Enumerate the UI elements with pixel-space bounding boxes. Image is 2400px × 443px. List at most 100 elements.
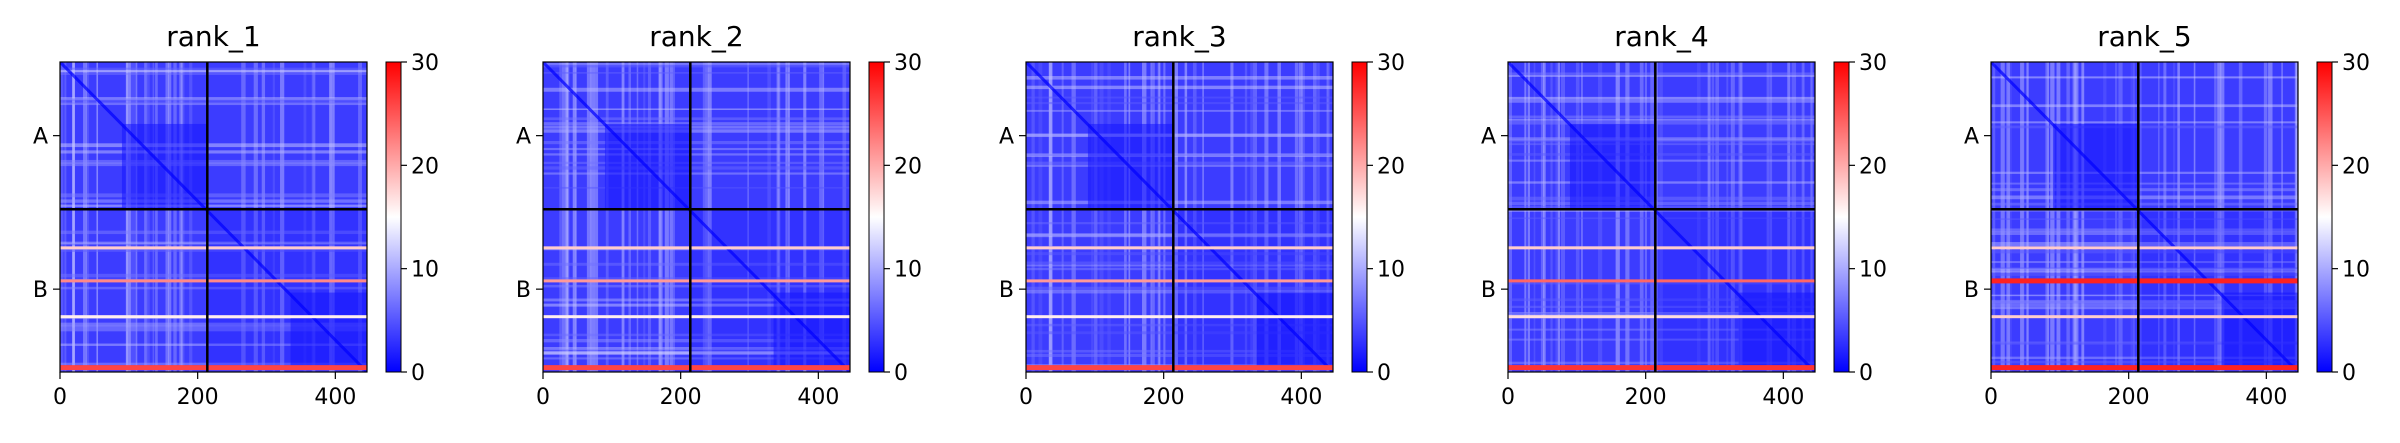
diagonal xyxy=(543,62,850,372)
x-tick-label: 0 xyxy=(1501,385,1515,410)
bright-row xyxy=(60,365,367,371)
texture-row xyxy=(1991,104,2298,108)
texture-column xyxy=(1581,62,1583,372)
texture-row xyxy=(1991,261,2298,264)
texture-column xyxy=(358,62,362,372)
texture-row xyxy=(1508,209,1815,212)
texture-row xyxy=(543,166,850,170)
panel-title: rank_1 xyxy=(166,20,260,53)
texture-column xyxy=(658,62,663,372)
texture-row xyxy=(60,317,367,320)
texture-row xyxy=(1026,323,1333,327)
texture-column xyxy=(2238,62,2243,372)
texture-column xyxy=(1244,62,1248,372)
texture-row xyxy=(543,351,850,355)
texture-row xyxy=(60,193,367,198)
colorbar-tick-label: 10 xyxy=(411,258,439,283)
chain-label: A xyxy=(999,125,1014,150)
texture-column xyxy=(621,62,625,372)
texture-column xyxy=(1791,62,1797,372)
heatmap-body xyxy=(1991,62,2298,372)
colorbar-tick-label: 30 xyxy=(894,51,922,76)
x-tick-label: 200 xyxy=(660,385,702,410)
texture-row xyxy=(1508,115,1815,119)
texture-column xyxy=(2050,62,2055,372)
texture-row xyxy=(1026,353,1333,357)
texture-column xyxy=(1557,62,1561,372)
texture-column xyxy=(329,62,333,372)
plot-frame xyxy=(1507,61,1816,373)
texture-column xyxy=(566,62,569,372)
texture-column xyxy=(705,62,709,372)
texture-column xyxy=(2220,62,2225,372)
texture-column xyxy=(2214,62,2217,372)
bright-row xyxy=(1991,246,2298,250)
texture-column xyxy=(1527,62,1530,372)
texture-column xyxy=(1142,62,1147,372)
colorbar-tick-label: 0 xyxy=(1859,361,1873,386)
texture-column xyxy=(1555,62,1558,372)
texture-row xyxy=(60,103,367,106)
texture-column xyxy=(2172,62,2176,372)
bright-row xyxy=(1508,246,1815,250)
bright-row xyxy=(543,246,850,250)
texture-column xyxy=(60,62,64,372)
texture-column xyxy=(1992,62,1996,372)
texture-row xyxy=(60,98,367,102)
texture-column xyxy=(671,62,675,372)
texture-row xyxy=(1026,267,1333,271)
texture-column xyxy=(1091,62,1094,372)
texture-column xyxy=(126,62,131,372)
texture-row xyxy=(60,230,367,235)
texture-row xyxy=(60,69,367,73)
texture-row xyxy=(1991,356,2298,359)
texture-row xyxy=(1508,118,1815,121)
texture-column xyxy=(707,62,712,372)
bright-row xyxy=(60,315,367,319)
pae-panel-5: rank_5 0 200 400 A B 0 10 20 30 xyxy=(1964,20,2370,410)
texture-column xyxy=(96,62,99,372)
texture-column xyxy=(1294,62,1299,372)
pae-panel-3: rank_3 0 200 400 A B 0 10 20 30 xyxy=(999,20,1405,410)
chain-label: A xyxy=(1964,125,1979,150)
texture-row xyxy=(60,199,367,203)
texture-row xyxy=(543,108,850,110)
texture-column xyxy=(167,62,172,372)
colorbar-tick-label: 10 xyxy=(894,258,922,283)
texture-row xyxy=(543,117,850,121)
bright-row xyxy=(1508,365,1815,371)
texture-row xyxy=(543,62,850,66)
texture-row xyxy=(1026,331,1333,335)
texture-column xyxy=(628,62,632,372)
texture-column xyxy=(1769,62,1773,372)
texture-row xyxy=(60,241,367,245)
texture-row xyxy=(543,333,850,337)
texture-column xyxy=(1801,62,1805,372)
texture-column xyxy=(1625,62,1630,372)
chain-label: B xyxy=(999,278,1014,303)
texture-column xyxy=(332,62,335,372)
texture-row xyxy=(1991,195,2298,200)
colorbar-tick-label: 10 xyxy=(1859,258,1887,283)
texture-row xyxy=(1991,188,2298,192)
bright-row xyxy=(1508,279,1815,283)
texture-row xyxy=(543,338,850,343)
texture-column xyxy=(2295,62,2298,372)
texture-row xyxy=(60,101,367,104)
texture-column xyxy=(702,62,706,372)
x-tick-label: 200 xyxy=(177,385,219,410)
texture-column xyxy=(1230,62,1234,372)
texture-column xyxy=(643,62,646,372)
texture-column xyxy=(1184,62,1188,372)
texture-row xyxy=(543,248,850,251)
texture-row xyxy=(1026,252,1333,256)
texture-column xyxy=(2130,62,2135,372)
texture-column xyxy=(1301,62,1305,372)
texture-column xyxy=(2026,62,2029,372)
texture-row xyxy=(1508,138,1815,141)
texture-row xyxy=(543,140,850,145)
texture-column xyxy=(594,62,599,372)
texture-row xyxy=(543,87,850,92)
texture-row xyxy=(1026,264,1333,267)
texture-column xyxy=(1107,62,1111,372)
